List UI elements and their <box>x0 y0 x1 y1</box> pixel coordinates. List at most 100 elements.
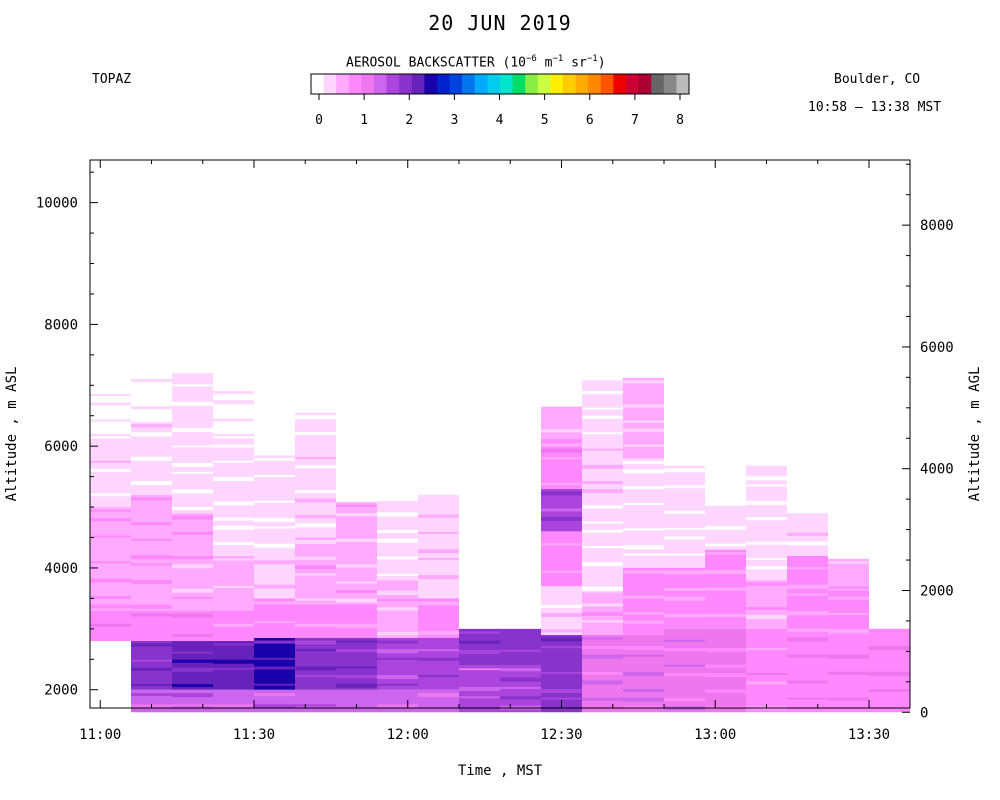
data-cell <box>828 629 869 634</box>
data-cell <box>131 440 172 443</box>
data-cell <box>131 448 172 452</box>
data-cell <box>90 535 131 538</box>
data-cell <box>541 596 582 599</box>
data-cell <box>295 704 336 707</box>
data-cell <box>459 686 500 691</box>
data-cell <box>869 630 910 634</box>
data-cell <box>541 570 582 573</box>
data-cell <box>418 575 459 580</box>
data-cell <box>131 406 172 410</box>
data-cell <box>500 668 541 672</box>
data-cell <box>336 623 377 628</box>
data-cell <box>787 515 828 520</box>
data-cell <box>746 566 787 570</box>
data-cell <box>582 472 623 475</box>
data-cell <box>295 540 336 545</box>
data-cell <box>787 602 828 606</box>
data-cell <box>541 586 582 635</box>
data-cell <box>172 445 213 448</box>
data-cell <box>295 423 336 426</box>
data-cell <box>213 493 254 497</box>
data-cell <box>623 536 664 540</box>
data-cell <box>295 598 336 601</box>
data-cell <box>213 623 254 627</box>
data-cell <box>172 427 213 432</box>
data-cell <box>172 523 213 526</box>
data-cell <box>664 689 705 692</box>
y-tick-label-left: 6000 <box>44 439 78 455</box>
data-cell <box>172 675 213 678</box>
data-cell <box>213 613 254 616</box>
data-cell <box>172 641 213 690</box>
x-axis-label: Time , MST <box>457 763 543 779</box>
data-cell <box>90 460 131 463</box>
data-cell <box>418 649 459 652</box>
data-cell <box>295 515 336 519</box>
data-cell <box>254 457 295 461</box>
data-cell <box>623 654 664 657</box>
data-cell <box>213 659 254 664</box>
data-column <box>705 505 746 713</box>
data-cell <box>828 586 869 635</box>
data-cell <box>500 686 541 689</box>
data-cell <box>295 632 336 637</box>
data-cell <box>418 704 459 707</box>
data-cell <box>746 631 787 635</box>
colorbar-swatch <box>374 74 387 94</box>
data-cell <box>869 706 910 709</box>
colorbar-tick-label: 5 <box>541 113 549 128</box>
data-cell <box>541 534 582 539</box>
y-tick-label-right: 8000 <box>920 218 954 234</box>
data-cell <box>172 489 213 494</box>
data-column <box>500 628 541 713</box>
data-cell <box>131 623 172 628</box>
data-cell <box>787 558 828 563</box>
data-cell <box>623 494 664 499</box>
data-cell <box>869 654 910 657</box>
data-cell <box>295 415 336 420</box>
data-cell <box>582 663 623 666</box>
data-cell <box>377 666 418 670</box>
data-cell <box>705 561 746 565</box>
data-cell <box>418 540 459 544</box>
data-cell <box>705 534 746 537</box>
data-cell <box>705 596 746 601</box>
colorbar-tick-label: 7 <box>631 113 639 128</box>
data-cell <box>295 666 336 671</box>
data-cell <box>336 504 377 507</box>
data-cell <box>254 675 295 680</box>
data-cell <box>787 611 828 616</box>
data-cell <box>213 704 254 708</box>
data-cell <box>582 646 623 650</box>
data-cell <box>541 680 582 684</box>
data-cell <box>664 698 705 702</box>
data-cell <box>664 587 705 591</box>
data-cell <box>746 533 787 536</box>
data-cell <box>295 481 336 484</box>
data-cell <box>254 500 295 503</box>
data-cell <box>418 506 459 509</box>
data-cell <box>131 633 172 636</box>
data-cell <box>582 628 623 632</box>
data-cell <box>623 469 664 474</box>
data-cell <box>213 541 254 545</box>
data-cell <box>664 465 705 568</box>
data-cell <box>172 454 213 458</box>
data-cell <box>295 637 336 690</box>
data-cell <box>500 649 541 652</box>
data-cell <box>869 637 910 641</box>
data-cell <box>90 419 131 422</box>
location-label: Boulder, CO <box>834 72 921 87</box>
data-cell <box>705 526 746 531</box>
data-cell <box>623 671 664 676</box>
data-cell <box>787 663 828 668</box>
data-cell <box>582 578 623 582</box>
colorbar-swatch <box>525 74 539 94</box>
data-cell <box>705 673 746 678</box>
colorbar-tick-label: 3 <box>450 113 458 128</box>
data-cell <box>131 675 172 680</box>
x-tick-label: 12:00 <box>387 727 429 743</box>
data-cell <box>705 552 746 555</box>
data-cell <box>254 683 295 686</box>
data-cell <box>541 671 582 674</box>
